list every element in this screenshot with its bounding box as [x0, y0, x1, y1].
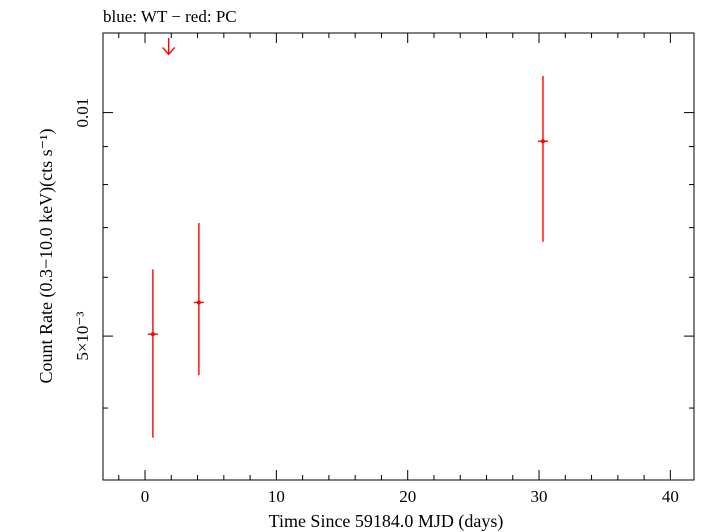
x-tick-label: 10 [268, 487, 285, 506]
upper-limit-arrow [162, 47, 176, 56]
chart-title: blue: WT − red: PC [103, 7, 237, 26]
y-tick-label: 5×10⁻³ [73, 312, 92, 361]
data-marks [147, 38, 548, 438]
y-axis-label: Count Rate (0.3−10.0 keV)(cts s⁻¹) [36, 128, 57, 383]
axis-ticks: 0 10 20 30 40 0.01 5×10⁻³ [73, 33, 694, 506]
x-tick-label: 20 [399, 487, 416, 506]
x-tick-label: 0 [141, 487, 150, 506]
x-axis-label: Time Since 59184.0 MJD (days) [269, 511, 504, 532]
y-tick-label: 0.01 [73, 98, 92, 128]
x-tick-label: 30 [531, 487, 548, 506]
data-point [150, 332, 155, 337]
data-point [196, 300, 201, 305]
plot-frame [102, 32, 695, 481]
x-tick-label: 40 [662, 487, 679, 506]
data-point [540, 139, 545, 144]
